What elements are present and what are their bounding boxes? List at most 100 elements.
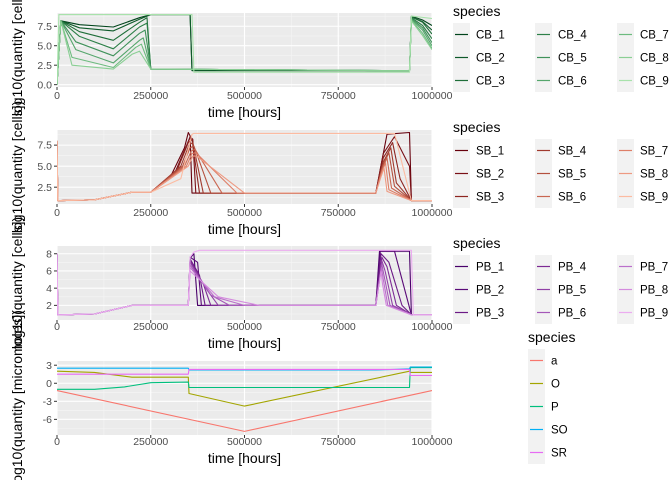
series-line-CB_7 [57,19,432,85]
series-line-CB_6 [57,18,432,85]
legend-item-PB_8: PB_8 [617,278,668,301]
x-tick-label: 750000 [321,436,356,448]
y-tick-label: 7.5 [37,21,52,33]
x-tick-label: 250000 [133,90,168,102]
x-tick-label: 1000000 [412,207,453,219]
legend-label: PB_3 [476,308,504,320]
legend-title: species [453,119,500,135]
y-axis-title: log10(quantity [micromoles]) [9,310,25,480]
y-tick-label: 3 [46,360,52,372]
legend-item-CB_6: CB_6 [535,69,587,92]
series-line-CB_9 [57,14,432,85]
y-tick-label: 2.5 [37,182,52,194]
panel-1: 0 250000 500000 750000 1000000 0.0 2.5 5.0 7.5 ti… [9,0,669,120]
legend-item-PB_4: PB_4 [535,255,587,278]
legend: species aOP SO SR [528,329,575,464]
legend-item-PB_2: PB_2 [453,278,504,301]
legend-item-SB_4: SB_4 [535,139,587,162]
legend-label: SB_6 [558,192,586,204]
y-tick-label: 0.0 [37,79,52,91]
legend-item-SB_6: SB_6 [535,185,586,208]
legend-label: PB_7 [640,262,668,274]
legend-label: SR [551,448,567,460]
legend-title: species [453,3,500,19]
y-tick-label: 2.5 [37,60,52,72]
x-axis-title: time [hours] [208,221,281,237]
legend-item-PB_9: PB_9 [617,301,668,324]
y-tick-label: 6 [46,266,52,278]
legend-label: CB_4 [558,30,587,42]
x-tick-label: 0 [54,436,60,448]
x-tick-label: 0 [54,321,60,333]
legend-label: PB_1 [476,262,504,274]
x-tick-label: 750000 [321,90,356,102]
legend-item-PB_5: PB_5 [535,278,586,301]
legend-label: PB_2 [476,285,504,297]
legend-label: a [551,356,558,368]
series-group [57,249,432,316]
x-tick-label: 1000000 [412,90,453,102]
legend-item-PB_1: PB_1 [453,255,504,278]
legend-item-CB_9: CB_9 [617,69,669,92]
y-tick-label: -3 [43,396,52,408]
x-tick-label: 0 [54,90,60,102]
x-tick-label: 500000 [227,436,262,448]
legend-label: SO [551,425,568,437]
panel-3: 0 250000 500000 750000 1000000 2 4 6 8 time [hour… [9,217,668,351]
legend-label: PB_9 [640,308,668,320]
x-tick-label: 500000 [227,207,262,219]
series-line-PB_9 [57,249,432,316]
legend-label: PB_5 [558,285,586,297]
series-line-a [57,389,432,432]
legend-label: CB_8 [640,53,669,65]
series-line-SB_9 [57,132,432,202]
y-axis-title: log10(quantity [cells]) [9,101,25,233]
legend-item-SB_9: SB_9 [617,185,668,208]
legend-item-PB_7: PB_7 [617,255,668,278]
legend-label: PB_8 [640,285,668,297]
legend-label: CB_7 [640,30,669,42]
legend-label: SB_4 [558,146,587,158]
legend-item-SB_1: SB_1 [453,139,504,162]
legend-title: species [528,329,575,345]
legend-label: SB_1 [476,146,504,158]
legend-item-a: a [528,349,558,372]
legend-label: SB_9 [640,192,668,204]
legend-item-CB_1: CB_1 [453,23,505,46]
legend: species SB_1 SB_2 SB_3 SB_4 SB_5 SB_6 SB_7 SB_8 S… [453,119,668,208]
x-tick-label: 250000 [133,321,168,333]
legend-label: P [551,402,559,414]
y-tick-label: 0 [46,378,52,390]
legend-label: CB_6 [558,76,587,88]
legend-label: CB_2 [476,53,505,65]
x-axis-title: time [hours] [208,104,281,120]
legend-label: CB_1 [476,30,505,42]
legend-label: SB_7 [640,146,668,158]
series-line-P [57,367,432,390]
legend-label: SB_5 [558,169,586,181]
panel-4: 0 250000 500000 750000 1000000 -6 -3 0 3 time [ho… [9,310,575,480]
panel-2: 0 250000 500000 750000 1000000 2.5 5.0 7.5 time … [9,101,668,237]
legend-item-O: O [528,372,560,395]
y-axis-title: log10(quantity [cells]) [9,217,25,349]
legend-item-CB_7: CB_7 [617,23,669,46]
legend-item-PB_3: PB_3 [453,301,504,324]
series-group [57,366,432,432]
y-tick-label: 8 [46,248,52,260]
legend-item-SR: SR [528,441,567,464]
x-tick-label: 1000000 [412,321,453,333]
legend-label: O [551,379,560,391]
x-tick-label: 750000 [321,321,356,333]
y-tick-label: 4 [46,283,52,295]
legend-label: PB_4 [558,262,587,274]
legend-label: SB_3 [476,192,504,204]
legend-item-CB_8: CB_8 [617,46,669,69]
x-tick-label: 750000 [321,207,356,219]
legend-label: SB_2 [476,169,504,181]
legend: species CB_1 CB_2 CB_3 CB_4 CB_5 CB_6 CB_7 CB_8 C… [453,3,669,92]
series-line-CB_5 [57,17,432,85]
legend-title: species [453,235,500,251]
legend: species PB_1 PB_2 PB_3 PB_4 PB_5 PB_6 PB_7 PB_8 P… [453,235,668,324]
legend-item-SB_5: SB_5 [535,162,586,185]
legend-label: SB_8 [640,169,668,181]
